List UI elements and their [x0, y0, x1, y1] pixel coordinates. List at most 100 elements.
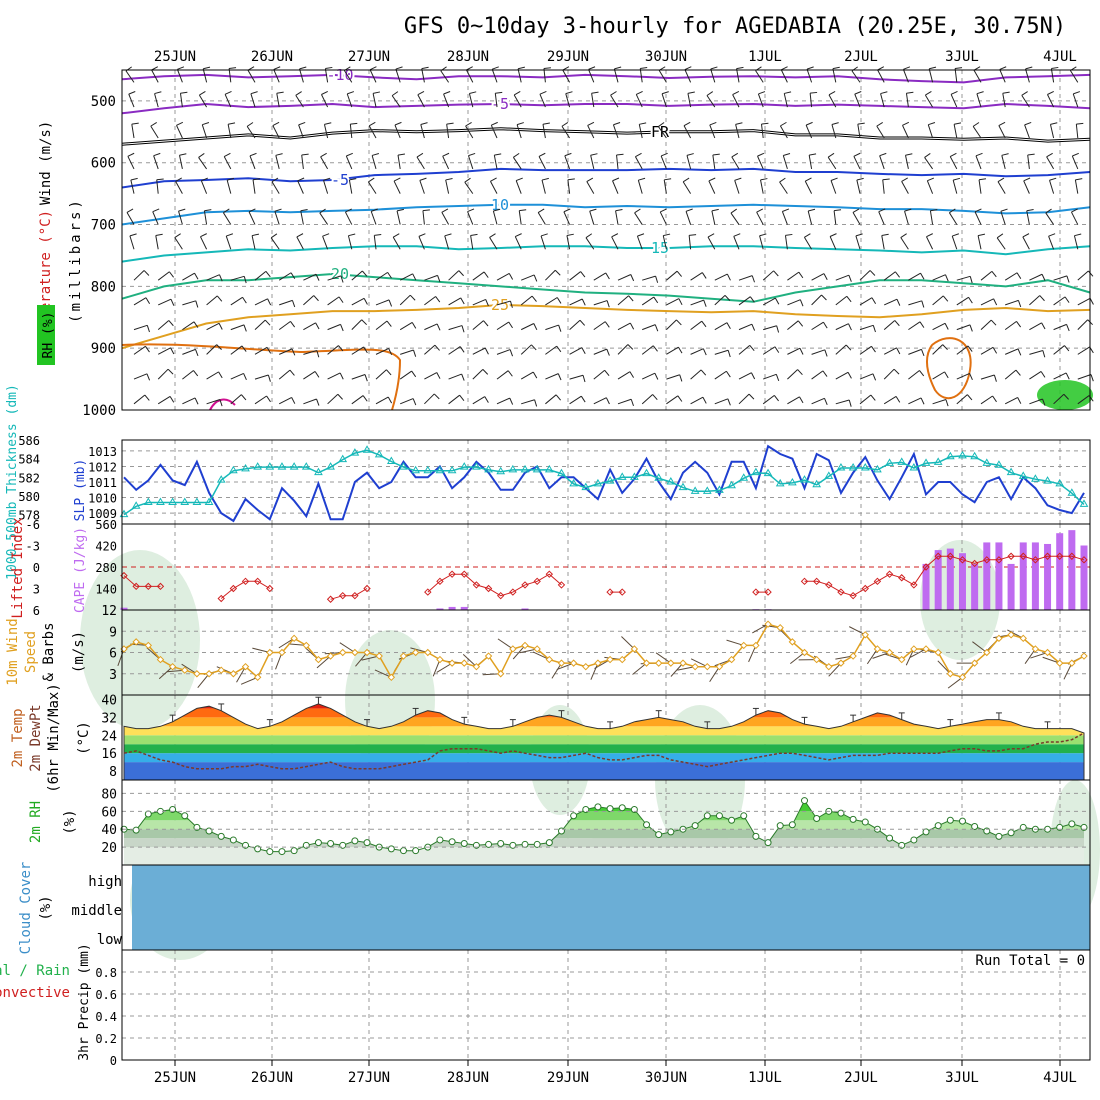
wind-barb-flag — [614, 66, 622, 70]
wind-barb-flag — [808, 208, 816, 212]
rh-marker — [363, 839, 371, 847]
wind-barb — [956, 275, 971, 281]
cape-bar — [1056, 533, 1064, 610]
li-marker — [764, 588, 772, 596]
wind-barb-flag — [604, 321, 610, 328]
cape-bar — [1007, 563, 1015, 610]
wind-barb — [762, 270, 774, 281]
wind-barb-flag — [902, 121, 910, 126]
wind-barb-flag — [969, 276, 973, 284]
thickness-marker — [800, 475, 809, 483]
wind-barb-flag — [542, 122, 550, 125]
thickness-marker — [350, 448, 360, 456]
wind-barb-flag — [361, 319, 368, 326]
wind-barb-flag — [483, 320, 489, 327]
wind-barb — [1071, 155, 1079, 170]
wind-barb-flag — [563, 208, 571, 213]
wind-speed-marker — [740, 641, 748, 650]
wind-barb-flag — [654, 372, 659, 380]
wind-barb-flag — [751, 323, 756, 331]
wind-barb-flag — [417, 91, 425, 96]
wind-barb-flag — [298, 121, 306, 126]
wind-barb-flag — [396, 208, 404, 212]
wind-barb — [512, 157, 522, 170]
wind-barb-flag — [894, 271, 900, 278]
wind-barb — [690, 299, 704, 306]
wind-barb-flag — [561, 122, 569, 127]
wind-barb — [852, 212, 861, 225]
wind-barb-flag — [461, 325, 465, 333]
wind-barb-flag — [144, 394, 150, 401]
wind-barb — [496, 349, 511, 355]
wind-barb-flag — [300, 208, 308, 212]
wind-barb — [980, 374, 995, 380]
wind-barb — [639, 68, 643, 83]
thickness-marker — [544, 464, 554, 473]
wind-barb-flag — [952, 233, 960, 237]
wind-barb — [1077, 270, 1089, 281]
rh-marker — [497, 840, 505, 848]
wind-barb-flag — [852, 208, 860, 213]
thickness-marker — [1067, 488, 1077, 496]
wind-barb-flag — [372, 153, 380, 156]
date-label-top: 3JUL — [945, 49, 979, 65]
wind-barb-flag — [1022, 233, 1030, 238]
wind-barb-10m — [590, 662, 599, 680]
wind-barb-flag — [829, 233, 837, 237]
wind-barb-flag — [591, 91, 599, 94]
wind-barb — [636, 235, 643, 250]
wind-barb — [760, 179, 764, 194]
wind-barb — [762, 297, 776, 306]
wind-barb-flag — [532, 371, 538, 379]
wind-barb — [303, 295, 315, 306]
wind-barb-flag — [1050, 122, 1058, 125]
wind-barb — [421, 68, 425, 83]
wind-barb-10m — [197, 673, 210, 689]
thickness-marker — [374, 449, 384, 458]
wind-barb — [811, 294, 822, 306]
wind-barb-flag — [219, 399, 223, 407]
wind-barb-flag — [179, 153, 187, 156]
wind-barb — [419, 180, 425, 194]
wind-barb-flag — [1045, 208, 1052, 214]
wind-barb-10m — [532, 651, 550, 661]
temp-band — [124, 735, 1084, 745]
rh-marker — [801, 797, 809, 805]
wind-speed-marker — [934, 648, 942, 657]
wind-barb — [230, 394, 242, 405]
thickness-marker — [204, 497, 214, 506]
wind-barb — [321, 94, 329, 108]
wind-barb — [641, 394, 653, 405]
wind-barb-flag — [243, 276, 247, 284]
li-marker — [618, 588, 626, 596]
wind-barb — [515, 180, 522, 194]
wind-speed-marker — [253, 673, 262, 681]
wind-barb-flag — [241, 345, 247, 352]
wind-barb-flag — [797, 320, 804, 327]
wind-barb — [641, 345, 654, 355]
wind-barb-10m — [866, 648, 878, 665]
wind-barb — [154, 93, 159, 108]
wind-barb-flag — [494, 153, 502, 156]
wind-speed-marker — [691, 662, 699, 671]
wind-barb-flag — [758, 91, 766, 95]
thickness-marker — [593, 478, 603, 487]
wind-barb-flag — [1076, 122, 1084, 125]
wind-barb-flag — [167, 368, 174, 375]
li-marker — [1031, 556, 1040, 564]
wind-barb-flag — [411, 370, 417, 378]
thickness-marker — [970, 451, 980, 460]
date-label-top: 25JUN — [154, 49, 196, 65]
wind-barb — [956, 296, 969, 306]
wind-barb-flag — [340, 275, 344, 283]
wind-barb-flag — [176, 121, 184, 126]
wind-barb — [730, 212, 740, 225]
wind-barb — [779, 125, 788, 139]
wind-barb-flag — [676, 319, 682, 326]
wind-barb-flag — [773, 395, 779, 402]
wind-barb-flag — [735, 122, 743, 125]
date-label-bottom: 28JUN — [447, 1070, 489, 1086]
wind-barb — [514, 236, 522, 250]
wind-barb-flag — [198, 153, 205, 158]
wind-barb — [877, 69, 885, 83]
